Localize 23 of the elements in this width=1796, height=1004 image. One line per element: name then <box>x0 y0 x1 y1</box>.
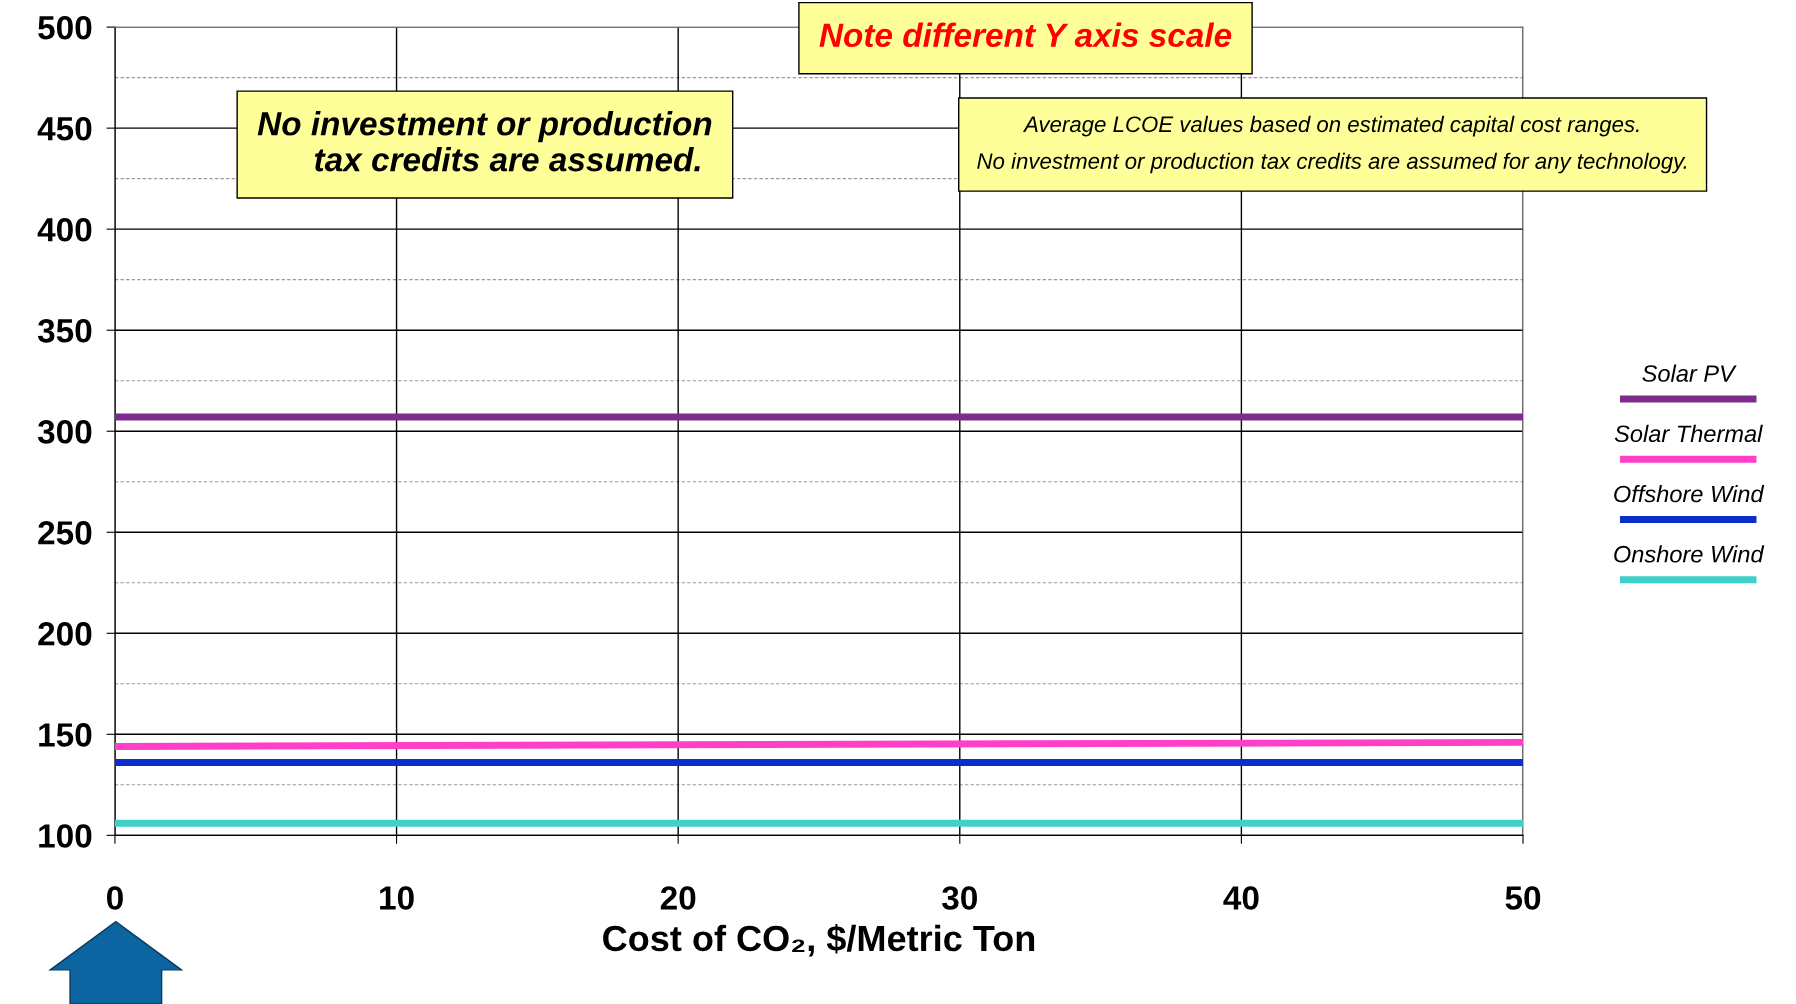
x-tick-label: 40 <box>1223 886 1259 910</box>
annotation: Note different Y axis scale <box>819 22 1232 48</box>
x-tick-label: 20 <box>660 886 696 910</box>
y-tick-label: 250 <box>38 521 92 545</box>
y-tick-label: 150 <box>39 723 92 747</box>
x-axis-title: Cost of CO₂, $/Metric Ton <box>603 924 1035 957</box>
annotation: No investment or production tax credits are assumed. <box>257 111 712 172</box>
y-tick-label: 350 <box>37 318 92 343</box>
text: Solar Thermal <box>1614 424 1763 443</box>
x-tick-label: 50 <box>1505 886 1541 910</box>
y-tick-label: 450 <box>37 116 92 141</box>
x-tick-label: 30 <box>942 886 977 910</box>
text: Offshore Wind <box>1614 485 1765 503</box>
y-tick-label: 300 <box>37 420 92 444</box>
x-tick-label: 10 <box>380 886 414 910</box>
text: Solar PV <box>1642 364 1737 382</box>
y-tick-label: 400 <box>37 217 92 242</box>
text: Onshore Wind <box>1614 545 1765 563</box>
y-tick-label: 500 <box>38 15 92 40</box>
annotation: Average LCOE values based on estimated capital cost ranges. No investment or production tax credits are assumed for any technology. <box>977 115 1687 174</box>
y-tick-label: 100 <box>39 824 92 848</box>
x-tick-label: 0 <box>106 886 123 910</box>
y-tick-label: 200 <box>38 622 92 646</box>
